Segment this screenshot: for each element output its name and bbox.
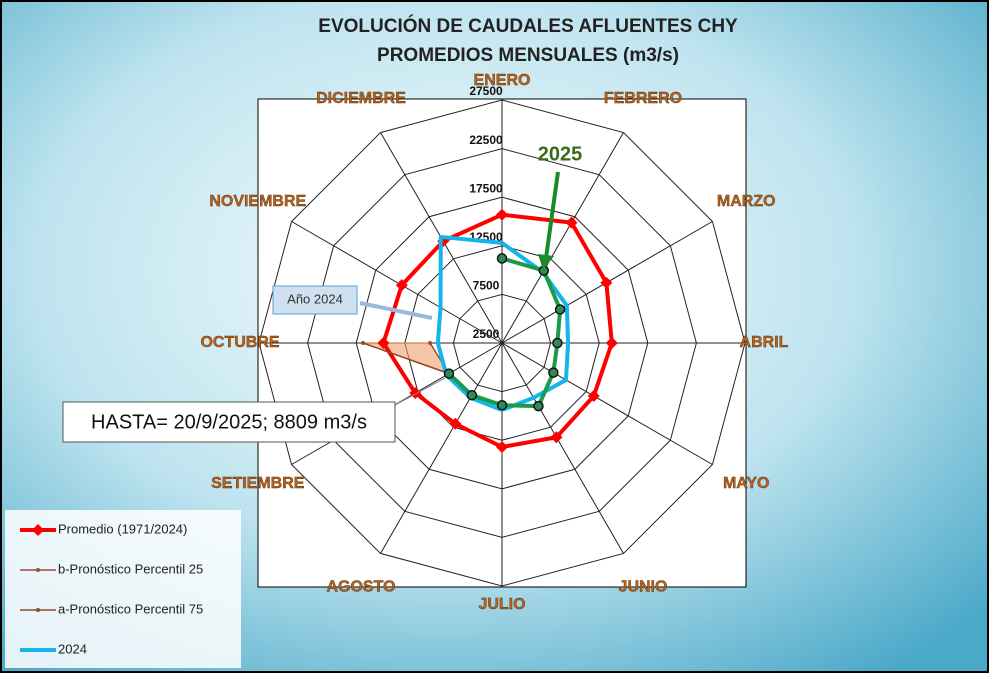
r-tick-label: 7500 [473,279,500,293]
category-label: ENERO [474,72,531,89]
category-label: SETIEMBRE [211,475,305,492]
marker [395,279,408,292]
marker [496,441,508,454]
marker [600,276,613,289]
legend-label: b-Pronóstico Percentil 25 [58,561,203,576]
annotation-box [62,401,396,443]
r-tick-label: 17500 [469,181,503,195]
legend-marker [32,524,44,536]
chart-subtitle: PROMEDIOS MENSUALES (m3/s) [377,45,679,66]
annotation: HASTA= 20/9/2025; 8809 m3/s [91,411,367,433]
annotation-box [272,285,358,315]
marker [496,253,508,264]
marker [552,337,563,349]
legend-marker [36,568,40,572]
marker [449,417,462,430]
legend-marker [36,608,40,612]
category-label: MAYO [723,475,770,492]
category-label: NOVIEMBRE [209,193,306,210]
chart-title: EVOLUCIÓN DE CAUDALES AFLUENTES CHY [318,15,738,37]
arrow-head [538,254,554,270]
category-label: JULIO [478,596,525,613]
marker [565,216,578,229]
category-label: AGOSTO [326,578,395,595]
marker [605,337,618,349]
r-tick-label: 27500 [469,84,503,98]
annotation-arrow [544,171,560,259]
marker [496,208,508,221]
spoke [501,342,624,554]
marker [443,368,455,379]
legend-label: 2024 [58,641,87,656]
marker [377,337,390,349]
category-label: JUNIO [619,578,668,595]
marker [361,341,366,345]
spoke [501,132,624,344]
series-label: 2025 [538,143,583,165]
radar: 2500750012500175002250027500ENEROFEBRERO… [20,72,789,656]
marker [496,399,508,411]
annotation-arrow [359,301,433,320]
marker [466,389,478,401]
marker [533,400,544,412]
category-label: DICIEMBRE [316,90,406,107]
annotation-line [394,377,446,406]
category-label: FEBRERO [604,90,682,107]
legend-box [5,510,241,668]
legend-label: Promedio (1971/2024) [58,521,187,536]
spoke [291,221,503,344]
annotation: Año 2024 [287,291,343,306]
marker [554,304,566,315]
category-label: ABRIL [740,334,789,351]
category-label: MARZO [717,193,776,210]
marker [587,389,600,402]
marker [550,431,563,444]
marker [428,341,433,345]
marker [548,367,559,378]
category-label: OCTUBRE [200,334,279,351]
series-line [362,342,450,375]
r-tick-label: 22500 [469,133,503,147]
spoke [380,342,503,554]
legend-label: a-Pronóstico Percentil 75 [58,601,203,616]
spoke [501,342,713,465]
